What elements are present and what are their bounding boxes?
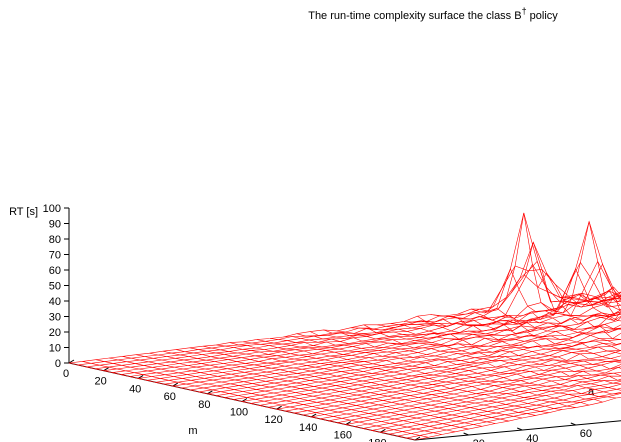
z-tick-label: 20: [49, 327, 61, 339]
surface-line: [457, 312, 621, 330]
x-tick-label: 140: [299, 422, 317, 434]
surface-line: [207, 309, 621, 395]
x-tick: [172, 382, 179, 387]
surface-line: [216, 344, 563, 410]
x-tick-label: 20: [94, 376, 106, 388]
surface-line: [229, 342, 576, 408]
y-tick-label: 40: [526, 433, 538, 442]
surface-line: [122, 356, 469, 430]
x-tick-label: 60: [164, 391, 176, 403]
surface-line: [293, 350, 621, 414]
surface-line: [484, 268, 621, 321]
surface-line: [390, 323, 621, 355]
surface-line: [414, 397, 621, 441]
surface-line: [551, 293, 621, 306]
surface-line: [354, 375, 621, 427]
surface-line: [350, 327, 621, 370]
surface-line: [336, 330, 621, 377]
surface-line: [256, 339, 603, 403]
surface-line: [269, 338, 617, 399]
y-tick-label: 60: [580, 428, 592, 440]
surface-line: [497, 212, 621, 317]
surface-line: [176, 349, 523, 419]
surface-line: [202, 345, 550, 413]
x-tick: [414, 436, 421, 441]
surface-line: [190, 311, 621, 391]
surface-line: [389, 387, 621, 435]
surface-line: [323, 329, 621, 381]
y-tick: [517, 427, 523, 431]
surface-line: [430, 314, 621, 340]
surface-line: [82, 361, 429, 438]
x-tick-label: 120: [264, 414, 282, 426]
surface-line: [68, 362, 416, 441]
y-axis-line: [414, 420, 621, 441]
axis-ticks: 0 10 20 30 40 50 60 70 80 90 100 0 20 40 60 80 100 120 140…: [43, 203, 592, 442]
surface-line: [189, 347, 536, 416]
x-tick: [137, 374, 144, 379]
z-tick-label: 30: [49, 312, 61, 324]
surface-line: [283, 336, 621, 395]
surface-line: [380, 383, 621, 433]
z-axis-label: RT [s]: [9, 206, 38, 218]
surface-line: [371, 380, 621, 431]
z-tick-label: 70: [49, 250, 61, 262]
x-tick-label: 160: [334, 430, 352, 442]
surface-line: [95, 359, 442, 435]
surface-line: [403, 320, 621, 351]
surface-line: [162, 350, 509, 422]
z-tick-label: 0: [55, 358, 61, 370]
surface-line: [397, 391, 621, 437]
x-tick: [103, 367, 109, 372]
x-tick: [276, 405, 282, 410]
surface-line: [149, 352, 496, 424]
surface-line: [537, 272, 621, 308]
z-tick-label: 100: [43, 203, 61, 215]
surface-mesh: [68, 212, 621, 441]
z-tick-label: 50: [49, 281, 61, 293]
z-tick-label: 90: [49, 219, 61, 231]
x-axis-label: m: [188, 425, 197, 437]
y-axis-label: a: [588, 386, 595, 398]
x-tick-label: 40: [129, 383, 141, 395]
surface-line: [363, 324, 621, 364]
x-tick-label: 180: [368, 437, 386, 442]
surface-line: [510, 221, 621, 316]
surface-line: [296, 333, 621, 391]
y-tick: [570, 422, 576, 426]
x-tick-label: 80: [198, 399, 210, 411]
surface-line: [524, 241, 621, 311]
y-tick-label: 20: [473, 438, 485, 442]
surface-line: [417, 315, 621, 345]
surface-line: [406, 393, 621, 439]
x-tick: [241, 398, 248, 402]
surface-line: [377, 324, 621, 361]
chart-title: The run-time complexity surface the clas…: [308, 6, 558, 22]
surface-line: [444, 315, 621, 333]
surface-line: [363, 378, 621, 429]
surface-line: [310, 331, 621, 385]
z-tick-label: 80: [49, 234, 61, 246]
z-tick-label: 10: [49, 343, 61, 355]
x-tick-label: 0: [63, 368, 69, 380]
x-tick: [380, 428, 386, 433]
x-tick: [68, 359, 75, 364]
surface-line: [470, 307, 621, 322]
x-tick: [345, 421, 352, 426]
surface-line: [135, 354, 483, 427]
z-tick-label: 60: [49, 265, 61, 277]
y-tick: [463, 432, 469, 436]
x-tick: [310, 413, 317, 418]
z-tick-label: 40: [49, 296, 61, 308]
surface-line: [109, 357, 456, 433]
x-tick: [207, 390, 213, 395]
surface-line: [243, 341, 590, 406]
x-tick-label: 100: [230, 407, 248, 419]
